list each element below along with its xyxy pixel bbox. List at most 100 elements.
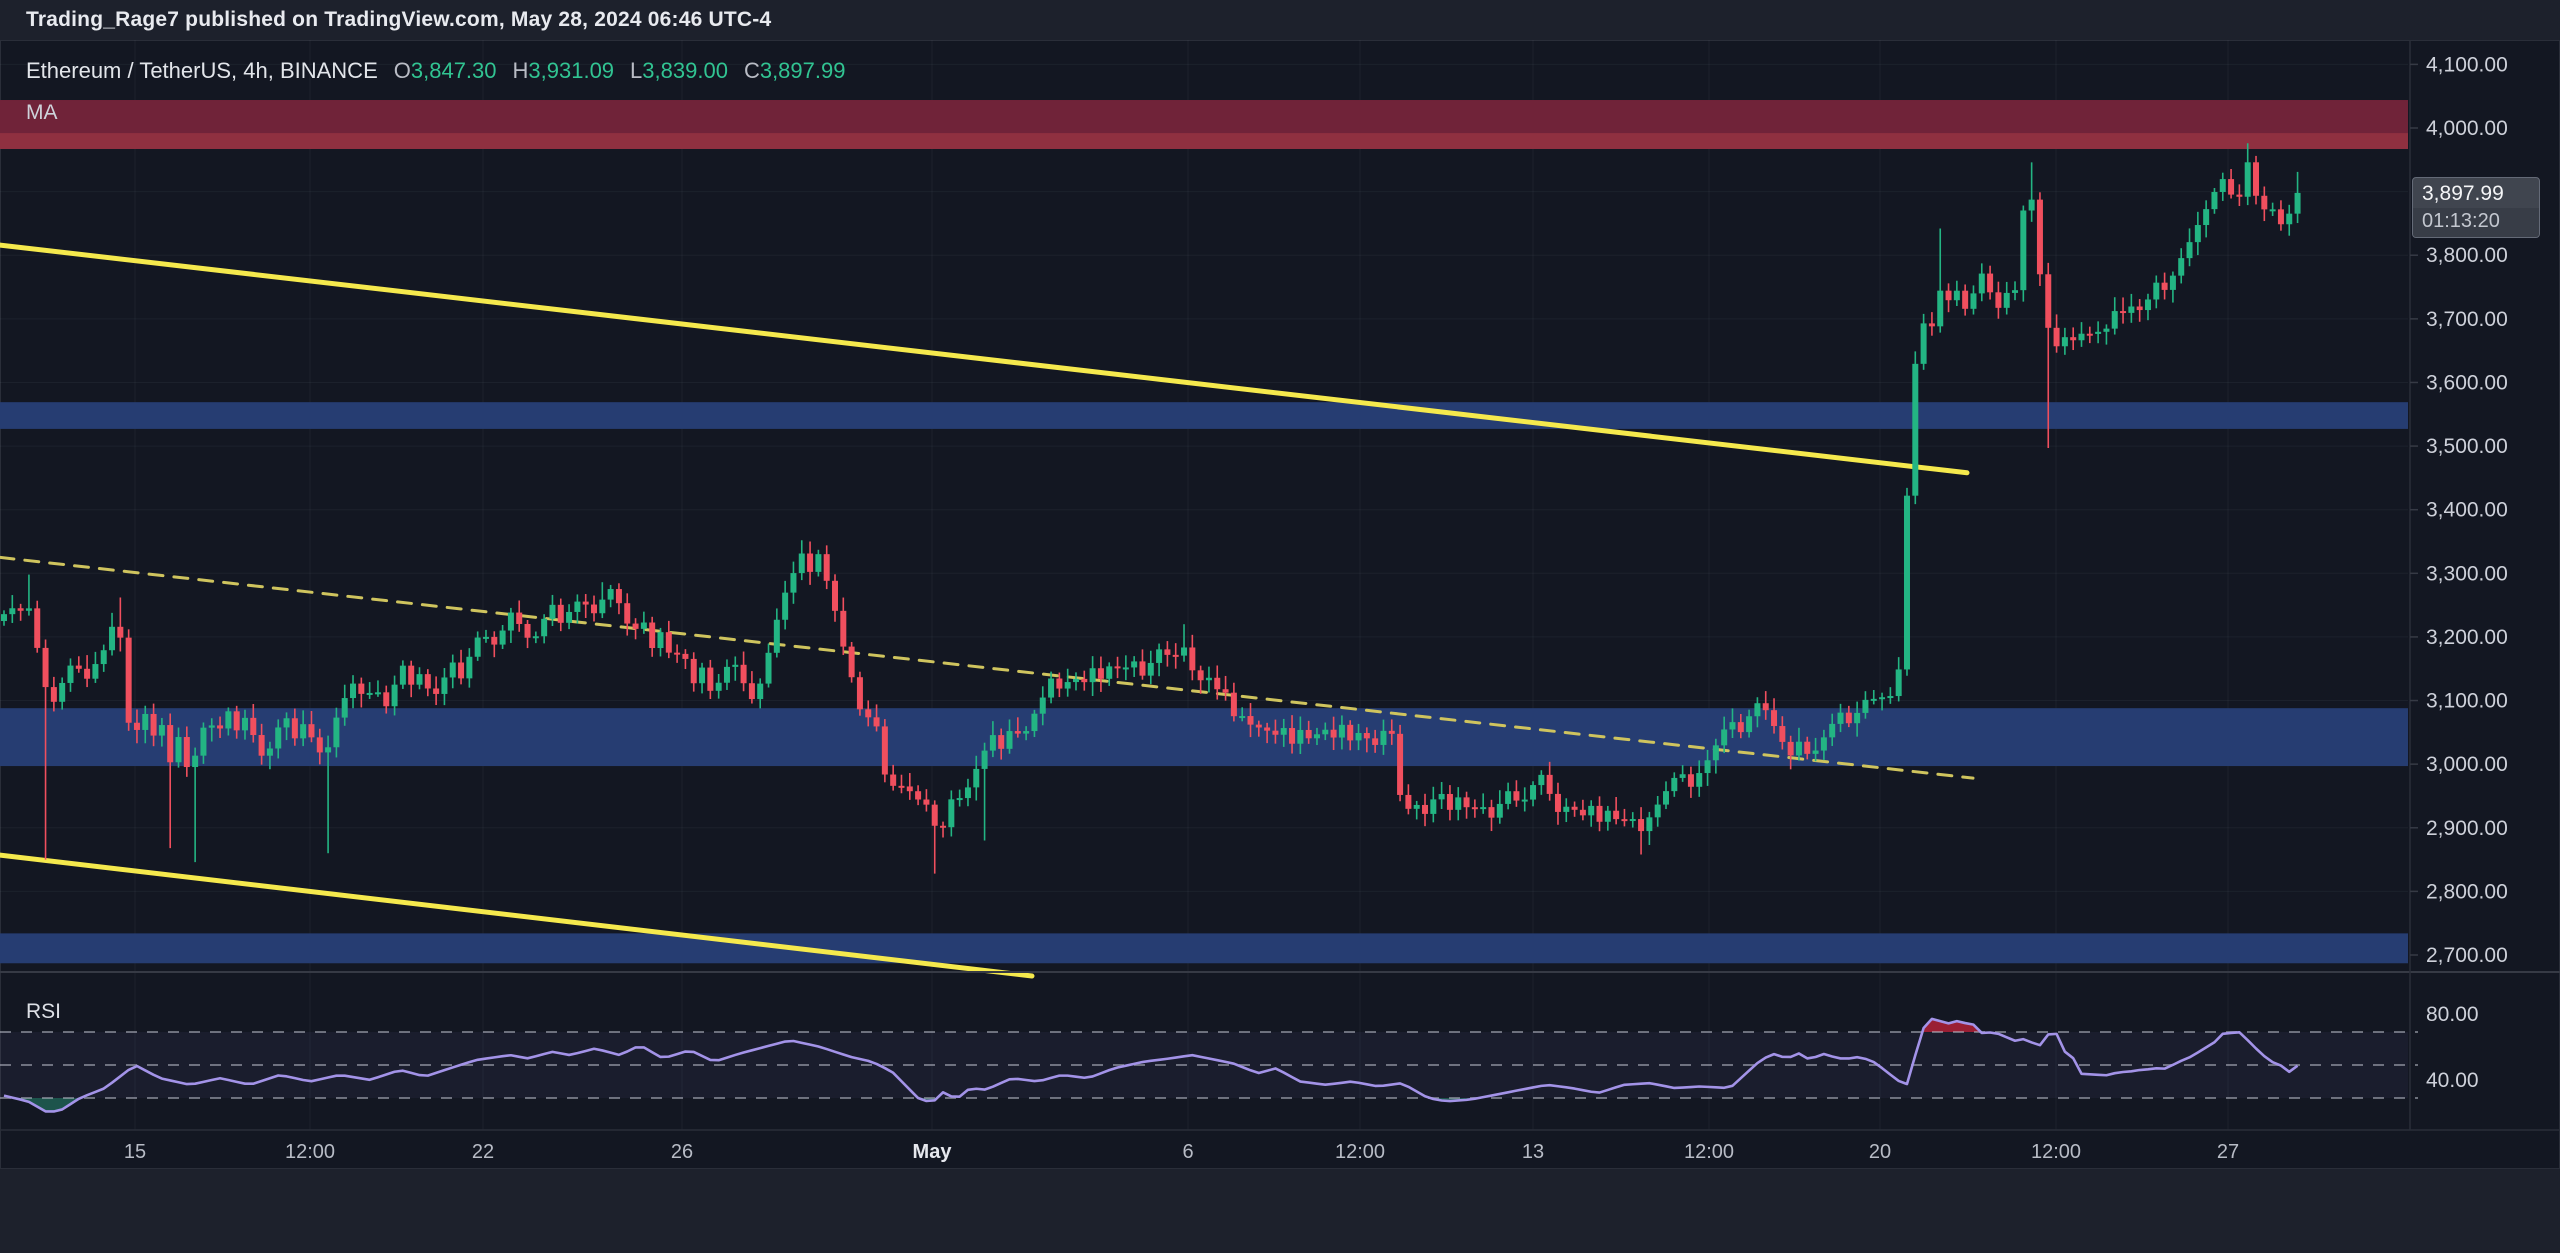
time-axis[interactable] [0,1130,2560,1168]
candle-body [1255,724,1262,728]
candle-body [1571,806,1578,810]
candle-body [1762,703,1769,711]
candle-body [275,727,282,749]
candle-body [416,674,423,685]
candle-body [2244,162,2251,197]
candle-body [1563,806,1570,812]
candle-body [1222,689,1229,693]
candle-body [1945,290,1952,301]
candle-body [890,774,897,786]
candle-body [2045,274,2052,328]
candle-body [2269,209,2276,212]
candle-body [931,804,938,826]
candle-body [433,688,440,694]
time-axis-label: 12:00 [285,1141,335,1163]
candle-body [42,647,49,688]
candle-body [524,623,531,638]
candle-body [1771,710,1778,727]
candle-body [1679,774,1686,778]
candle-body [765,652,772,684]
candle-body [1264,727,1271,731]
candle-body [1837,712,1844,724]
time-axis-label: 20 [1869,1141,1891,1163]
candle-body [2253,162,2260,196]
candle-body [217,725,224,729]
candle-body [906,786,913,792]
candle-body [898,785,905,788]
candle-body [441,677,448,694]
candle-body [84,668,91,679]
candle-body [50,687,57,702]
candle-body [308,724,315,738]
candle-body [632,623,639,629]
ohlc-open: O3,847.30 [393,58,497,83]
candle-body [1554,793,1561,812]
candle-body [1338,724,1345,738]
candle-body [923,799,930,805]
candle-body [449,662,456,678]
candle-body [2161,282,2168,290]
candle-body [1139,661,1146,676]
candle-body [807,553,814,572]
candle-body [1588,805,1595,816]
candle-body [1646,817,1653,832]
candle-body [915,791,922,800]
candle-body [1579,809,1586,816]
candle-body [117,626,124,638]
candle-body [125,637,132,723]
candle-body [1538,774,1545,786]
candle-body [366,692,373,695]
candle-body [2261,195,2268,210]
candle-body [2086,333,2093,336]
candle-body [1754,703,1761,717]
candle-body [507,612,514,631]
candle-body [2153,282,2160,300]
candle-body [1912,363,1919,496]
candle-body [2036,199,2043,275]
candle-body [948,799,955,828]
candle-body [1696,773,1703,787]
candle-body [491,636,498,645]
candle-body [2203,209,2210,226]
candle-body [798,553,805,574]
candle-body [832,580,838,611]
candle-body [740,664,747,684]
candle-body [1239,716,1246,719]
symbol-legend: Ethereum / TetherUS, 4h, BINANCE O3,847.… [26,58,845,84]
candle-body [1604,810,1611,822]
zone-support-blue-3 [0,933,2408,964]
candle-body [408,665,415,685]
candle-body [1305,729,1312,739]
candle-body [1330,729,1337,738]
candle-body [258,735,265,756]
candle-body [640,622,647,629]
rsi-tick-label: 40.00 [2426,1069,2479,1092]
candle-body [1712,745,1719,761]
candle-body [358,683,365,694]
candle-body [192,755,199,768]
time-axis-label: 12:00 [2031,1141,2081,1163]
candle-body [1023,731,1030,734]
candle-body [1164,649,1171,655]
candle-body [1521,799,1528,802]
candle-body [973,768,980,788]
candle-body [1779,726,1786,742]
candle-body [1397,733,1404,795]
candle-body [1006,731,1013,749]
candle-body [34,608,41,648]
chart-canvas[interactable]: 4,100.00 4,000.00 3,800.00 3,700.00 3,600.00… [0,40,2560,1169]
candle-body [1746,716,1753,733]
candle-body [1039,697,1046,714]
candle-body [1413,804,1420,809]
candle-body [1629,819,1636,822]
candle-body [1205,677,1212,681]
candle-body [1895,669,1902,697]
candle-body [1,614,7,622]
candle-body [607,589,614,600]
candle-body [940,825,947,828]
candle-body [557,604,564,623]
candle-body [723,666,730,683]
candle-body [856,677,863,710]
candle-body [67,665,74,683]
candle-body [1870,698,1877,701]
